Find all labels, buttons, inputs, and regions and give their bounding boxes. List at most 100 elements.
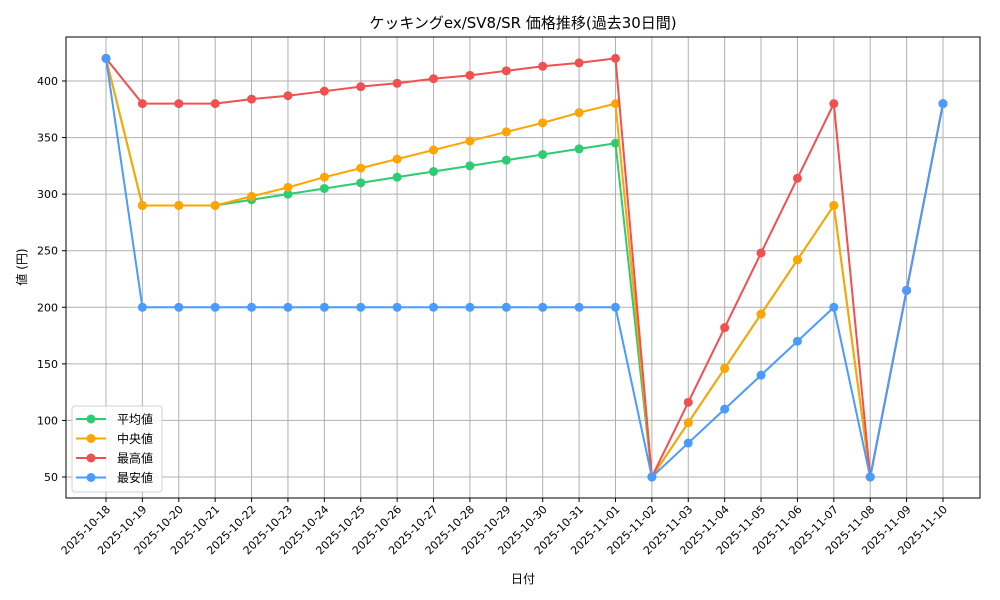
data-point <box>683 418 693 428</box>
data-point <box>174 302 184 312</box>
legend-label: 最安値 <box>117 470 153 485</box>
data-point <box>356 163 366 173</box>
data-point <box>574 144 584 154</box>
data-point <box>429 74 439 84</box>
data-point <box>429 302 439 312</box>
data-point <box>501 66 511 76</box>
data-point <box>683 438 693 448</box>
data-point <box>392 172 402 182</box>
y-axis: 50 100 150 200 250 300 350 400 <box>37 75 66 484</box>
data-point <box>574 302 584 312</box>
data-point <box>319 172 329 182</box>
data-point <box>319 302 329 312</box>
legend-label: 平均値 <box>117 412 153 427</box>
y-tick-label: 50 <box>44 471 58 484</box>
data-point <box>247 302 257 312</box>
y-tick-label: 200 <box>37 301 58 314</box>
data-point <box>174 99 184 109</box>
legend-item: 最高値 <box>76 451 153 466</box>
grid-lines <box>66 37 980 498</box>
data-point <box>610 53 620 63</box>
plot-frame <box>65 36 981 499</box>
y-tick-label: 300 <box>37 188 58 201</box>
data-point <box>538 118 548 128</box>
data-point <box>538 150 548 160</box>
data-point <box>792 255 802 265</box>
data-point <box>574 108 584 118</box>
y-tick-label: 100 <box>37 414 58 427</box>
data-point <box>465 136 475 146</box>
data-point <box>429 167 439 177</box>
data-point <box>538 61 548 71</box>
data-point <box>829 200 839 210</box>
data-point <box>356 178 366 188</box>
series-line <box>101 53 948 482</box>
data-point <box>101 53 111 63</box>
data-point <box>137 200 147 210</box>
data-point <box>210 99 220 109</box>
data-series <box>101 53 948 482</box>
data-point <box>356 82 366 92</box>
data-point <box>283 189 293 199</box>
data-point <box>610 138 620 148</box>
data-point <box>756 309 766 319</box>
legend-box <box>71 405 163 493</box>
data-point <box>574 58 584 68</box>
data-point <box>283 182 293 192</box>
data-point <box>829 302 839 312</box>
data-point <box>756 248 766 258</box>
data-point <box>247 191 257 201</box>
data-point <box>392 154 402 164</box>
series-line <box>101 53 948 482</box>
legend-item: 最安値 <box>76 470 153 485</box>
legend-label: 中央値 <box>117 431 153 446</box>
data-point <box>501 302 511 312</box>
data-point <box>720 404 730 414</box>
data-point <box>283 91 293 101</box>
data-point <box>174 200 184 210</box>
data-point <box>792 336 802 346</box>
data-point <box>210 200 220 210</box>
y-tick-label: 250 <box>37 245 58 258</box>
legend-item: 平均値 <box>76 412 153 427</box>
data-point <box>865 472 875 482</box>
data-point <box>720 363 730 373</box>
data-point <box>429 145 439 155</box>
x-axis: 2025-10-182025-10-192025-10-202025-10-21… <box>59 498 950 557</box>
data-point <box>137 302 147 312</box>
data-point <box>720 323 730 333</box>
data-point <box>319 86 329 96</box>
series-line <box>101 53 948 482</box>
data-point <box>392 302 402 312</box>
y-axis-label: 値 (円) <box>14 248 29 285</box>
data-point <box>902 285 912 295</box>
data-point <box>210 302 220 312</box>
data-point <box>356 302 366 312</box>
data-point <box>683 397 693 407</box>
data-point <box>137 99 147 109</box>
data-point <box>647 472 657 482</box>
data-point <box>465 161 475 171</box>
data-point <box>465 70 475 80</box>
data-point <box>829 99 839 109</box>
data-point <box>392 78 402 88</box>
data-point <box>247 94 257 104</box>
chart-title: ケッキングex/SV8/SR 価格推移(過去30日間) <box>369 14 676 32</box>
y-tick-label: 400 <box>37 75 58 88</box>
data-point <box>283 302 293 312</box>
legend-label: 最高値 <box>117 451 153 466</box>
data-point <box>501 127 511 137</box>
data-point <box>756 370 766 380</box>
data-point <box>501 155 511 165</box>
data-point <box>465 302 475 312</box>
data-point <box>792 173 802 183</box>
data-point <box>610 302 620 312</box>
legend-item: 中央値 <box>76 431 153 446</box>
y-tick-label: 150 <box>37 358 58 371</box>
data-point <box>319 183 329 193</box>
data-point <box>610 99 620 109</box>
series-line <box>101 53 948 482</box>
data-point <box>538 302 548 312</box>
data-point <box>938 99 948 109</box>
